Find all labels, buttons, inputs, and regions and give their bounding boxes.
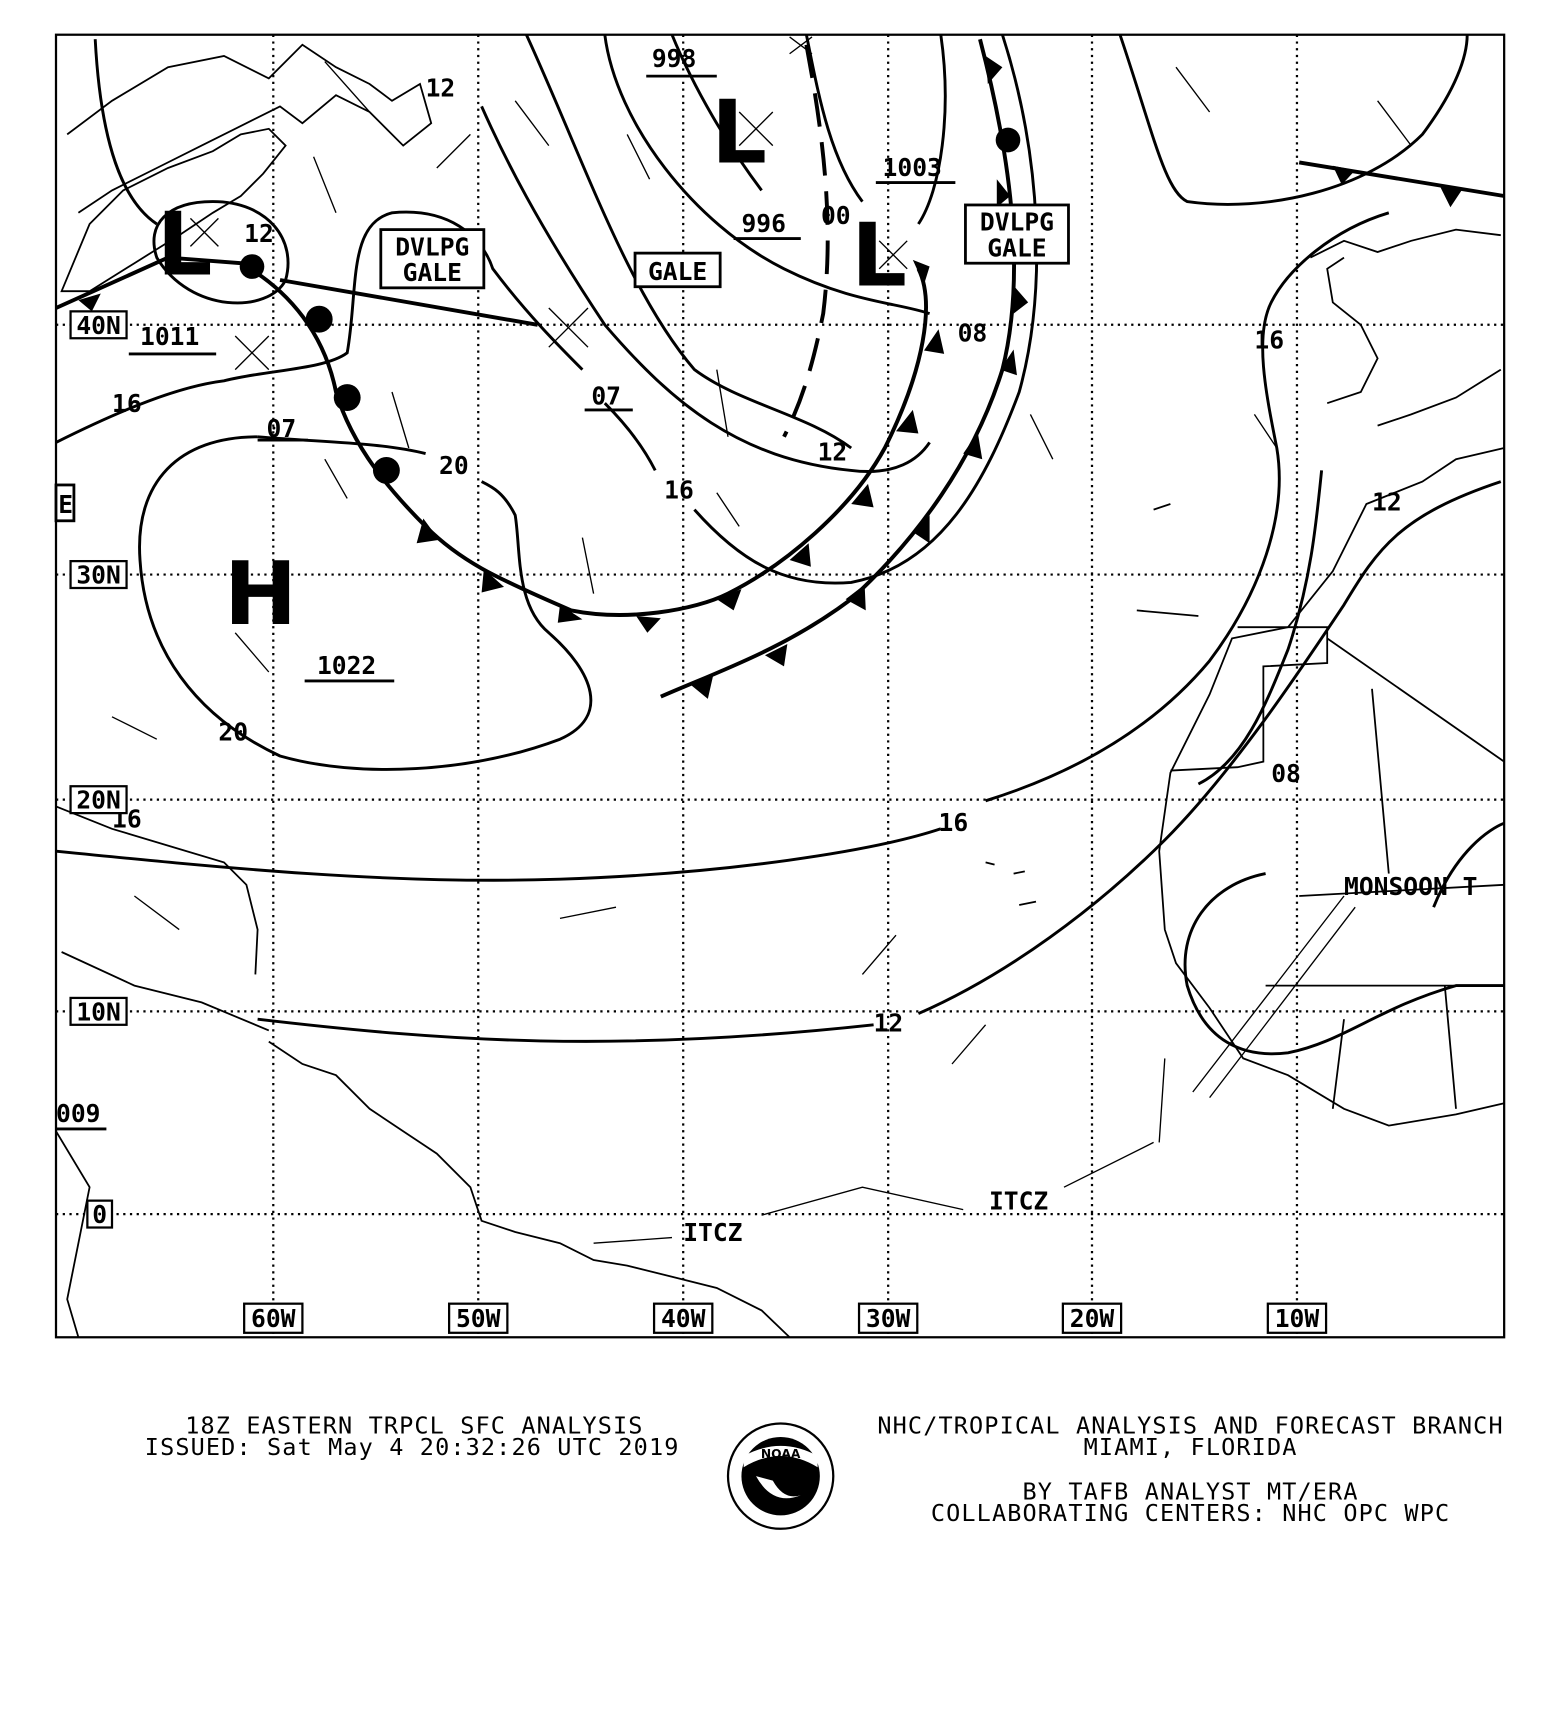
pressure-underlines [56, 74, 956, 1131]
branch-name: NHC/TROPICAL ANALYSIS AND FORECAST BRANC… [877, 1412, 1503, 1440]
svg-text:20W: 20W [1070, 1304, 1115, 1333]
isobar-label: 16 [664, 475, 694, 504]
coastlines [55, 43, 1505, 1338]
stationary-front [55, 255, 928, 617]
svg-text:20N: 20N [76, 786, 120, 815]
monsoon-trough-label: MONSOON T [1344, 872, 1477, 901]
chart-title: 18Z EASTERN TRPCL SFC ANALYSIS [185, 1412, 643, 1440]
low-center-1: L [157, 193, 213, 295]
footer: 18Z EASTERN TRPCL SFC ANALYSIS ISSUED: S… [145, 1412, 1503, 1530]
svg-text:10N: 10N [76, 997, 120, 1026]
isobar-label: 12 [1372, 488, 1402, 517]
itcz-label: ITCZ [683, 1218, 742, 1247]
svg-text:40W: 40W [661, 1304, 706, 1333]
partial-box-label: E [58, 490, 73, 519]
high-center: H [224, 543, 297, 645]
isobar-label: 16 [939, 808, 969, 837]
gale-label: GALE [648, 257, 707, 286]
isobar-label: 12 [426, 73, 456, 102]
isobar-label: 00 [821, 201, 851, 230]
isobar-label: 20 [439, 451, 469, 480]
noaa-logo-text: NOAA [761, 1447, 801, 1461]
trough [782, 44, 830, 438]
svg-text:40N: 40N [76, 311, 120, 340]
analyst: BY TAFB ANALYST MT/ERA [1023, 1478, 1359, 1506]
isobar-label: 20 [218, 717, 248, 746]
itcz-line [593, 895, 1356, 1244]
wind-barbs [111, 61, 1412, 1065]
svg-text:30N: 30N [76, 561, 120, 590]
dvlpg-gale-label: DVLPG GALE [980, 208, 1054, 263]
isobar-label: 16 [112, 389, 142, 418]
isobar-label: 07 [267, 414, 297, 443]
center-markers [189, 36, 908, 371]
low-center-2: L [711, 81, 767, 183]
axis-labels: 40N 30N 20N 10N 0 60W 50W 40W 30W 20W 10… [69, 310, 1328, 1334]
fronts [55, 38, 1505, 1244]
isobar-label: 08 [958, 319, 988, 348]
pressure-label: 009 [56, 1099, 100, 1128]
noaa-logo: NOAA [726, 1422, 835, 1530]
itcz-label: ITCZ [989, 1187, 1048, 1216]
pressure-label: 996 [741, 209, 785, 238]
svg-text:50W: 50W [456, 1304, 501, 1333]
issued-time: ISSUED: Sat May 4 20:32:26 UTC 2019 [145, 1433, 680, 1461]
pressure-label: 998 [652, 44, 696, 73]
svg-text:10W: 10W [1275, 1304, 1320, 1333]
isobar-label: 07 [591, 381, 621, 410]
isobar-label: 12 [818, 437, 848, 466]
svg-text:0: 0 [92, 1200, 107, 1229]
cold-front [660, 38, 1016, 699]
pressure-label: 1022 [317, 651, 376, 680]
svg-text:30W: 30W [866, 1304, 911, 1333]
isobar-label: 08 [1271, 759, 1301, 788]
svg-text:60W: 60W [251, 1304, 296, 1333]
isobar-label: 12 [874, 1009, 904, 1038]
isobars [55, 34, 1505, 1056]
isobar-label: 16 [1254, 325, 1284, 354]
pressure-label: 1003 [883, 153, 942, 182]
isobar-label: 12 [244, 219, 274, 248]
collaborating-centers: COLLABORATING CENTERS: NHC OPC WPC [931, 1499, 1450, 1527]
warning-boxes: DVLPG GALE DVLPG GALE GALE E [54, 203, 1070, 523]
pressure-label: 1011 [140, 322, 199, 351]
location: MIAMI, FLORIDA [1084, 1433, 1298, 1461]
low-center-3: L [851, 205, 907, 307]
dvlpg-gale-label: DVLPG GALE [395, 232, 469, 287]
